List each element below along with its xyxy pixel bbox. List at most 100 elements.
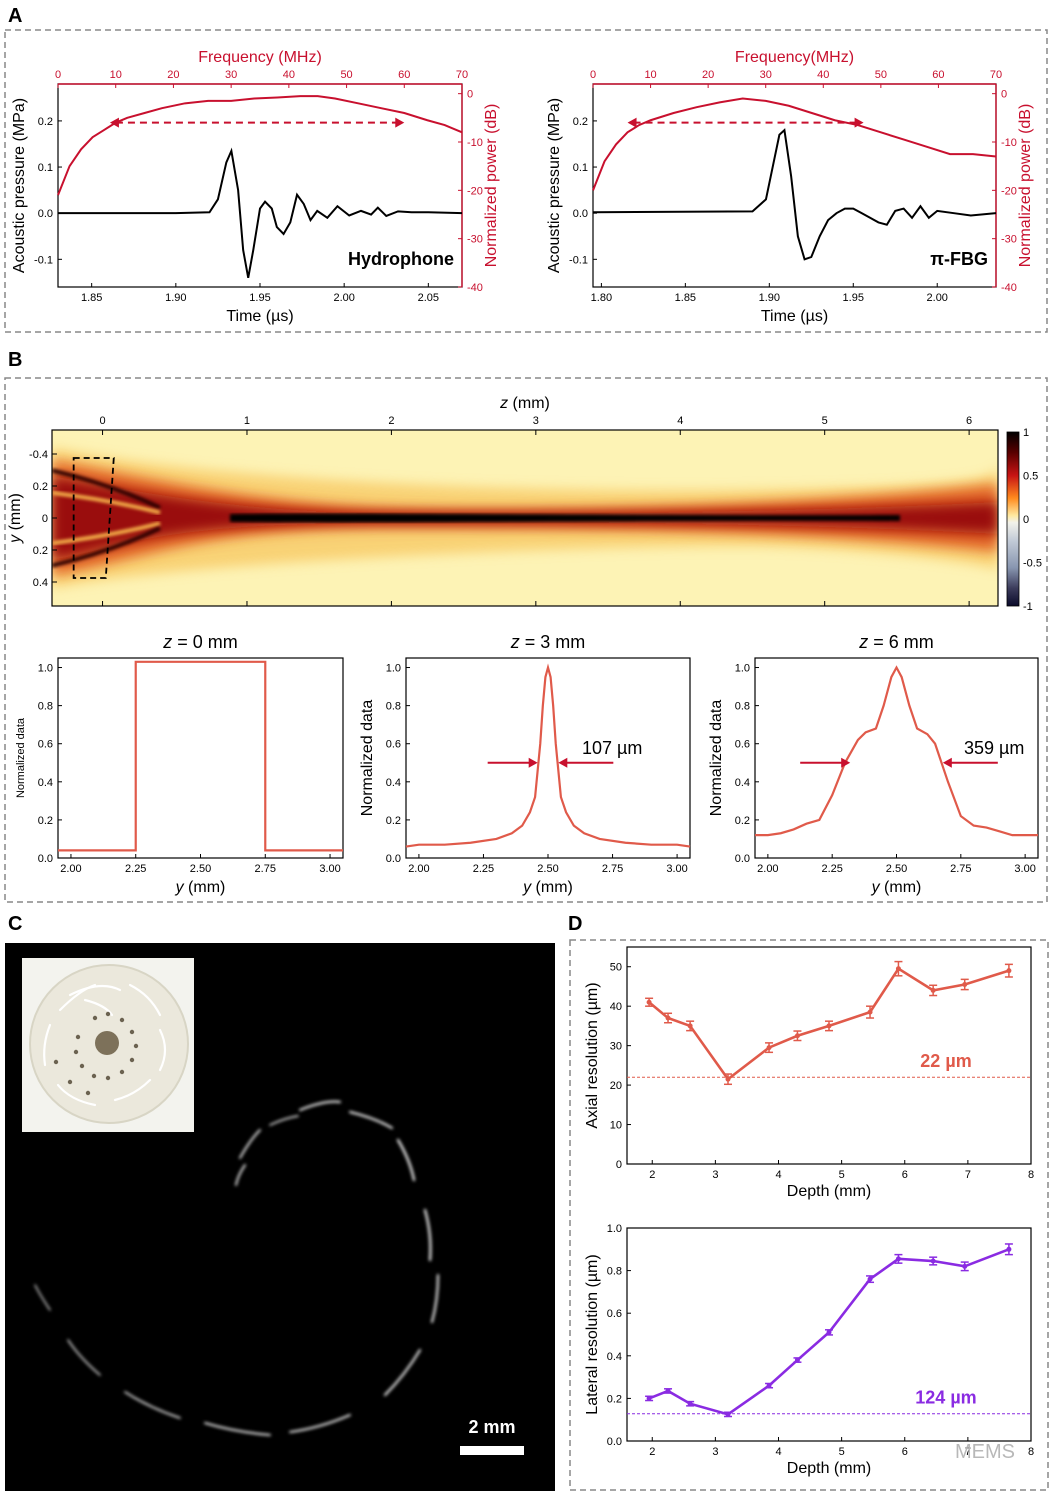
x-tick-label: 2.75	[255, 863, 276, 875]
x-tick-label: 2.00	[757, 863, 778, 875]
chart-title-rest: = 6 mm	[868, 632, 934, 652]
y-tick-label: -0.1	[34, 254, 53, 266]
top-tick-label: 60	[398, 69, 410, 81]
inset-holes	[53, 1011, 139, 1096]
chart-title-rest: = 0 mm	[172, 632, 238, 652]
y-tick-label: 1.0	[607, 1223, 622, 1235]
panel-label-c: C	[8, 913, 22, 935]
power-spectrum	[57, 95, 463, 196]
data-point	[725, 1411, 731, 1417]
right-axis-title: Normalized power (dB)	[1017, 104, 1034, 268]
data-point	[867, 1009, 873, 1015]
chart-b-heatmap: 0 1 2 3 4 5 6-0.40.200.20.4z (mm)y (mm)10.50-0…	[7, 395, 1042, 613]
y-tick-label: 30	[610, 1041, 622, 1053]
minimum-resolution-label: 124 µm	[915, 1388, 976, 1408]
y-tick-label: 0.0	[38, 208, 53, 220]
x-tick-label: 1.95	[249, 292, 270, 304]
y-tick-label: 0.4	[33, 577, 48, 589]
data-point	[1006, 1246, 1012, 1252]
y-tick-label: 0.0	[573, 208, 588, 220]
y-tick-label: 0.6	[38, 739, 53, 751]
y-tick-label: 20	[610, 1080, 622, 1092]
y-tick-label: 0.0	[386, 853, 401, 865]
x-tick-label: 7	[965, 1446, 971, 1458]
y-axis-title-var: y	[7, 534, 24, 544]
right-tick-label: -10	[467, 137, 483, 149]
y-tick-label: 0.2	[38, 116, 53, 128]
chart-title: z = 6 mm	[858, 632, 934, 652]
fwhm-arrow-right-head	[942, 757, 952, 768]
y-axis-title: Normalized data	[359, 700, 376, 817]
y-tick-label: 0	[42, 513, 48, 525]
data-point	[867, 1276, 873, 1282]
x-tick-label: 2.00	[60, 863, 81, 875]
x-tick-label: 8	[1028, 1169, 1034, 1181]
x-tick-label: 2.50	[537, 863, 558, 875]
fwhm-arrow-left-head	[528, 757, 538, 768]
right-tick-label: -20	[1001, 185, 1017, 197]
y-tick-label: 0.8	[386, 701, 401, 713]
scale-bar	[460, 1446, 524, 1455]
y-tick-label: 50	[610, 962, 622, 974]
chart-d-axial: 2 3 4 5 6 7 8 0 10 20 30 40 50 22 µm Depth (mm) Axial r…	[584, 946, 1034, 1200]
top-axis-title: Frequency(MHz)	[735, 49, 854, 66]
data-point	[646, 999, 652, 1005]
x-tick-label: 2.25	[125, 863, 146, 875]
x-axis-title: Depth (mm)	[787, 1183, 871, 1200]
x-tick-label: 6	[902, 1169, 908, 1181]
top-tick-label: 30	[760, 69, 772, 81]
y-tick-label: 0	[616, 1159, 622, 1171]
x-tick-label: 2	[649, 1446, 655, 1458]
bandwidth-arrow-right	[854, 117, 864, 128]
x-tick-label: 2.75	[950, 863, 971, 875]
y-tick-label: 0.8	[38, 701, 53, 713]
plot-frame	[405, 657, 691, 859]
y-tick-label: 0.2	[38, 815, 53, 827]
data-point	[794, 1033, 800, 1039]
x-tick-label: 3.00	[666, 863, 687, 875]
x-axis-title: y (mm)	[871, 879, 922, 896]
right-tick-label: -40	[467, 282, 483, 294]
data-point	[646, 1395, 652, 1401]
y-tick-label: 0.6	[607, 1308, 622, 1320]
top-tick-label: 10	[644, 69, 656, 81]
y-tick-label: 0.1	[38, 162, 53, 174]
fwhm-label: 359 µm	[964, 738, 1024, 758]
y-tick-label: 0.6	[386, 739, 401, 751]
y-axis-title: Lateral resolution (µm)	[584, 1254, 601, 1414]
y-tick-label: 0.4	[607, 1351, 622, 1363]
x-tick-label: 5	[839, 1446, 845, 1458]
x-axis-title: Time (µs)	[226, 308, 293, 325]
watermark: MEMS	[955, 1441, 1015, 1463]
y-axis-title: y (mm)	[7, 493, 24, 544]
right-tick-label: -10	[1001, 137, 1017, 149]
bandwidth-arrow-right	[395, 117, 405, 128]
bandwidth-arrow-left	[109, 117, 119, 128]
data-point	[766, 1383, 772, 1389]
y-tick-label: 0.0	[38, 853, 53, 865]
heatmap-field	[52, 448, 998, 588]
chart-title-var: z	[162, 632, 172, 652]
chart-b-profile-z6: 2.00 2.25 2.50 2.75 3.00 0.0 0.2 0.4 0.6 0.8 1.0 z …	[708, 632, 1039, 896]
x-tick-label: 4	[677, 415, 683, 427]
chart-d-lateral: 2 3 4 5 6 7 8 0.0 0.2 0.4 0.6 0.8 1.0 124 µm Depth (mm…	[584, 1223, 1034, 1477]
chart-title-var: z	[858, 632, 868, 652]
top-tick-label: 70	[456, 69, 468, 81]
y-tick-label: 0.1	[573, 162, 588, 174]
x-axis-title: y (mm)	[522, 879, 573, 896]
plot-frame	[57, 657, 344, 859]
profile-curve	[58, 660, 343, 852]
colorbar-tick-label: 0	[1023, 514, 1029, 526]
right-tick-label: -20	[467, 185, 483, 197]
top-tick-label: 20	[702, 69, 714, 81]
x-axis-title: z (mm)	[499, 395, 550, 412]
power-spectrum	[592, 97, 997, 191]
right-tick-label: 0	[1001, 89, 1007, 101]
x-tick-label: 1	[244, 415, 250, 427]
right-tick-label: -30	[1001, 234, 1017, 246]
top-tick-label: 30	[225, 69, 237, 81]
y-tick-label: 0.2	[735, 815, 750, 827]
fwhm-arrow-right-head	[558, 757, 568, 768]
y-tick-label: 0.2	[386, 815, 401, 827]
top-tick-label: 70	[990, 69, 1002, 81]
